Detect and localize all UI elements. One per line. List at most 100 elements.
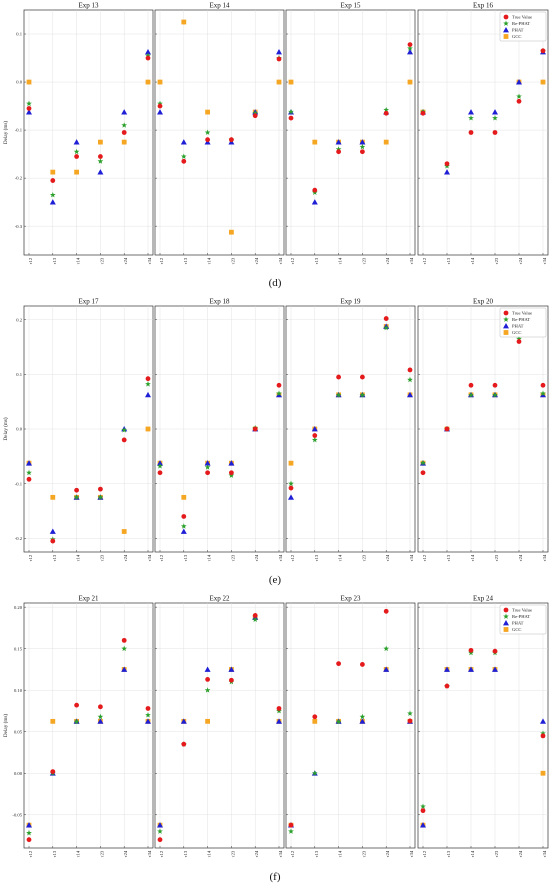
data-point-triangle [121,109,128,115]
data-point-circle [420,808,426,814]
data-point-square [312,139,318,145]
data-point-circle [181,741,187,747]
y-tick-label: 0.10 [14,688,23,693]
data-point-star [26,830,32,836]
plot-frame [23,602,154,849]
data-point-star [276,390,282,396]
data-point-star [145,712,151,718]
data-point-circle [516,339,522,344]
x-tick-label: τ13 [314,850,319,857]
legend-label: GCC [512,330,521,335]
data-point-circle [252,613,258,618]
chart-6: τ12 τ13 τ14 τ23 τ24 τ34 Exp 18 [154,298,285,561]
data-point-square [181,19,187,25]
x-tick-label: τ24 [123,554,128,561]
chart-title: Exp 13 [78,2,99,10]
legend-marker [503,20,509,26]
data-point-triangle [516,79,522,85]
data-point-triangle [49,528,56,534]
chart-title: Exp 14 [209,2,230,10]
y-tick-label: -0.05 [12,812,22,817]
data-point-star [121,122,128,128]
data-point-star [420,803,426,809]
data-point-star [97,494,104,500]
legend-label: PHAT [512,621,524,626]
data-point-circle [98,154,103,159]
data-point-circle [468,130,474,135]
data-point-circle [540,48,546,54]
data-point-triangle [288,494,294,500]
legend-label: Re-PHAT [512,21,530,26]
x-tick-label: τ13 [183,257,188,264]
legend-marker [503,34,509,39]
x-tick-label: τ12 [159,554,164,561]
data-point-star [335,718,342,725]
data-point-star [73,494,80,500]
data-point-star [204,129,211,135]
data-point-circle [50,769,56,774]
data-point-triangle [73,139,80,145]
data-point-circle [492,648,498,654]
data-point-triangle [204,666,211,672]
data-point-square [157,79,163,85]
data-point-triangle [311,426,318,432]
x-tick-label: τ13 [446,850,451,857]
data-point-triangle [407,49,413,55]
data-point-circle [121,130,127,135]
data-point-star [383,324,390,331]
x-tick-label: τ24 [518,554,523,561]
chart-1: 0.1 0.0 -0.1 -0.2 -0.3 τ12 τ13 τ14 τ23 τ24 τ34 Exp … [2,2,154,264]
y-tick-label: -0.2 [15,536,23,541]
chart-title: Exp 17 [78,298,99,306]
data-point-star [157,828,163,834]
data-point-star [492,392,498,398]
data-point-star [359,392,366,398]
data-point-square [98,139,103,145]
data-point-square [540,79,546,85]
legend-label: PHAT [512,28,524,33]
data-point-circle [229,677,234,683]
x-tick-label: τ34 [542,554,547,561]
data-point-star [49,191,56,198]
y-tick-label: 0.20 [14,605,23,610]
data-point-star [180,153,187,159]
chart-title: Exp 24 [473,595,494,603]
legend-marker [503,620,509,626]
data-point-square [50,494,56,500]
x-tick-label: τ14 [76,257,81,264]
chart-11: τ12 τ13 τ14 τ23 τ24 τ34 Exp 23 [285,595,416,857]
data-point-square [50,718,56,724]
chart-title: Exp 22 [209,595,230,603]
data-point-triangle [276,718,282,724]
x-tick-label: τ12 [290,850,295,857]
data-point-triangle [97,718,104,724]
chart-10: τ12 τ13 τ14 τ23 τ24 τ34 Exp 22 [154,595,285,857]
legend-marker [503,27,509,33]
x-tick-label: τ23 [494,257,499,264]
y-tick-label: 0.2 [16,317,22,322]
data-point-circle [145,706,151,711]
data-point-star [359,143,366,150]
data-point-circle [444,161,450,167]
x-tick-label: τ14 [338,554,343,561]
data-point-square [181,494,187,500]
data-point-star [288,480,294,487]
x-tick-label: τ34 [278,257,283,264]
x-tick-label: τ34 [542,850,547,857]
data-point-triangle [121,666,128,672]
x-tick-label: τ23 [99,850,104,857]
x-tick-label: τ24 [254,554,259,561]
data-point-circle [229,470,234,476]
y-tick-label: 0.05 [14,729,23,734]
x-tick-label: τ14 [207,554,212,561]
legend-label: Re-PHAT [512,614,530,619]
data-point-circle [288,822,294,828]
y-tick-label: -0.2 [15,176,23,181]
x-tick-label: τ13 [314,257,319,264]
data-point-circle [336,374,341,380]
x-tick-label: τ14 [207,850,212,857]
data-point-star [157,463,163,469]
data-point-circle [157,103,163,109]
x-tick-label: τ24 [385,257,390,264]
